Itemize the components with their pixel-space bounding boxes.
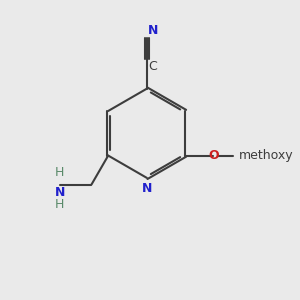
Text: N: N: [55, 186, 65, 200]
Text: N: N: [142, 182, 152, 195]
Text: methoxy: methoxy: [239, 149, 294, 162]
Text: O: O: [208, 149, 219, 162]
Text: H: H: [55, 198, 64, 211]
Text: H: H: [55, 166, 64, 179]
Text: C: C: [148, 60, 157, 73]
Text: N: N: [148, 24, 158, 37]
